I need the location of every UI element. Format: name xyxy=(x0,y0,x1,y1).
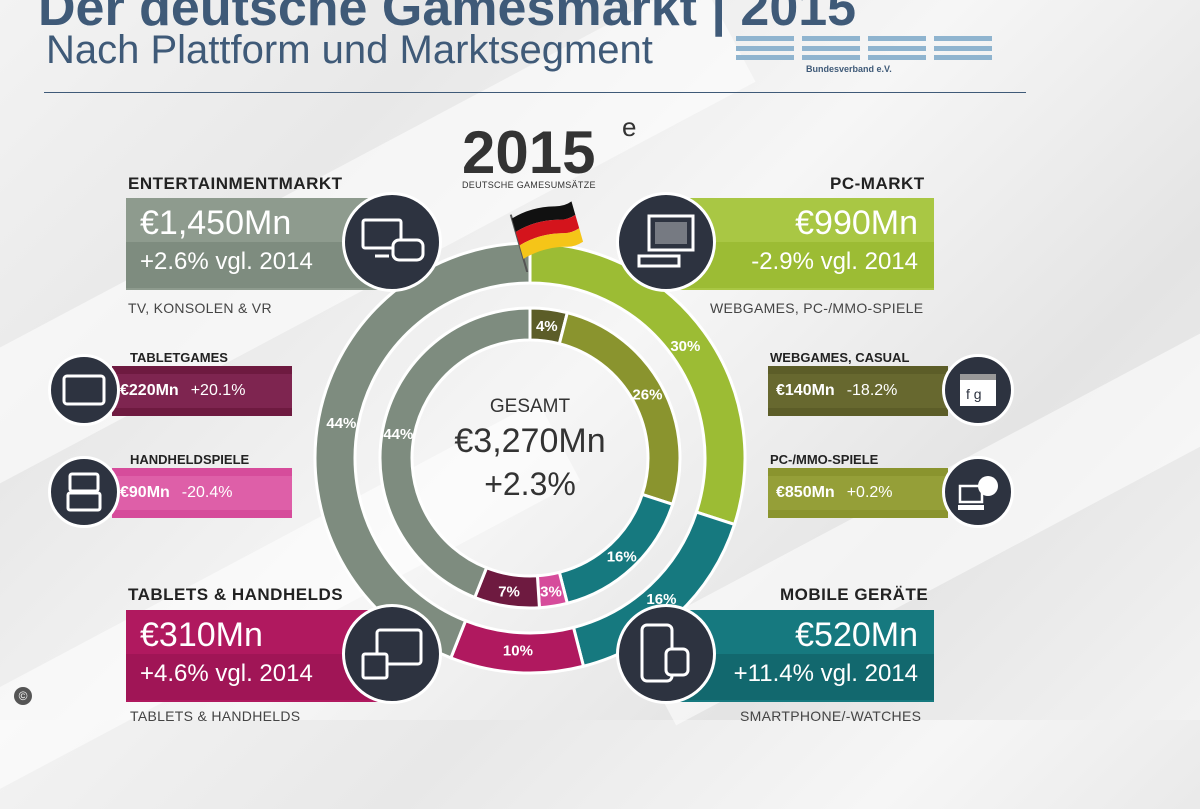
german-flag-icon xyxy=(509,201,584,272)
outer-ring-percent-label: 16% xyxy=(646,591,676,608)
year-value: 2015 xyxy=(462,119,596,186)
tabletgames-amount: €220Mn xyxy=(120,382,179,399)
inner-ring-percent-label: 16% xyxy=(607,549,637,566)
total-amount: €3,270Mn xyxy=(454,422,606,460)
tablets-heading: TABLETS & HANDHELDS xyxy=(128,585,344,604)
mobile-heading: MOBILE GERÄTE xyxy=(780,585,929,604)
webgames-amount: €140Mn xyxy=(776,382,835,399)
game-logo: Bundesverband e.V. xyxy=(736,36,1004,90)
tablets-change: +4.6% vgl. 2014 xyxy=(140,660,313,687)
total-label: GESAMT xyxy=(489,396,571,417)
tabletgames-box: €220Mn +20.1% xyxy=(112,366,292,416)
pc-amount: €990Mn xyxy=(795,204,918,242)
entertainment-subtitle: TV, KONSOLEN & VR xyxy=(128,300,272,316)
outer-ring-percent-label: 30% xyxy=(670,338,700,355)
mmo-heading: PC-/MMO-SPIELE xyxy=(770,452,879,467)
pc-change: -2.9% vgl. 2014 xyxy=(751,248,918,275)
svg-text:f g: f g xyxy=(966,386,982,402)
page-title: Der deutsche Gamesmarkt | 2015 xyxy=(38,0,857,37)
inner-ring-percent-label: 44% xyxy=(383,426,413,443)
page-subtitle: Nach Plattform und Marktsegment xyxy=(46,28,653,72)
tablets-amount: €310Mn xyxy=(140,616,263,654)
total-change: +2.3% xyxy=(484,466,576,502)
handheld-change: -20.4% xyxy=(181,484,233,501)
mobile-box: €520Mn +11.4% vgl. 2014 xyxy=(672,610,934,702)
mobile-amount: €520Mn xyxy=(795,616,918,654)
browser-icon: f g xyxy=(942,354,1014,426)
logo-letters xyxy=(736,36,1004,60)
entertainment-change: +2.6% vgl. 2014 xyxy=(140,248,313,275)
mobile-change: +11.4% vgl. 2014 xyxy=(733,660,918,687)
outer-ring-percent-label: 44% xyxy=(326,415,356,432)
handheld-box: €90Mn -20.4% xyxy=(112,468,292,518)
smartphone-watch-icon xyxy=(616,604,716,704)
entertainment-amount: €1,450Mn xyxy=(140,204,292,242)
webgames-heading: WEBGAMES, CASUAL xyxy=(770,350,910,365)
outer-ring-percent-label: 10% xyxy=(503,643,533,660)
handheld-amount: €90Mn xyxy=(120,484,170,501)
tablet-handheld-icon xyxy=(342,604,442,704)
inner-ring-percent-label: 4% xyxy=(536,318,558,335)
tablet-icon xyxy=(48,354,120,426)
inner-ring-percent-label: 7% xyxy=(498,583,520,600)
inner-ring-percent-label: 26% xyxy=(632,386,662,403)
pc-heading: PC-MARKT xyxy=(830,174,925,193)
pc-subtitle: WEBGAMES, PC-/MMO-SPIELE xyxy=(710,300,924,316)
tabletgames-heading: TABLETGAMES xyxy=(130,350,228,365)
year-estimate-marker: e xyxy=(622,112,637,142)
mmo-box: €850Mn +0.2% xyxy=(768,468,948,518)
tabletgames-change: +20.1% xyxy=(190,382,246,399)
desktop-pc-icon xyxy=(616,192,716,292)
webgames-box: €140Mn -18.2% xyxy=(768,366,948,416)
mobile-subtitle: SMARTPHONE/-WATCHES xyxy=(740,708,922,724)
pc-globe-icon xyxy=(942,456,1014,528)
handheld-heading: HANDHELDSPIELE xyxy=(130,452,250,467)
console-vr-icon xyxy=(342,192,442,292)
entertainment-heading: ENTERTAINMENTMARKT xyxy=(128,174,343,193)
copyright-icon: © xyxy=(14,687,32,705)
logo-subtitle: Bundesverband e.V. xyxy=(806,64,892,74)
mmo-amount: €850Mn xyxy=(776,484,835,501)
tablets-subtitle: TABLETS & HANDHELDS xyxy=(130,708,301,724)
handheld-console-icon xyxy=(48,456,120,528)
inner-ring-slice xyxy=(378,306,532,600)
mmo-change: +0.2% xyxy=(846,484,893,501)
title-divider xyxy=(44,92,1026,93)
market-donut-chart: 30% 16% 10% 44% 4% 26% 16% 3% 7% 44% xyxy=(313,241,747,675)
inner-ring-percent-label: 3% xyxy=(540,583,562,600)
year-caption: DEUTSCHE GAMESUMSÄTZE xyxy=(462,180,596,190)
webgames-change: -18.2% xyxy=(846,382,898,399)
